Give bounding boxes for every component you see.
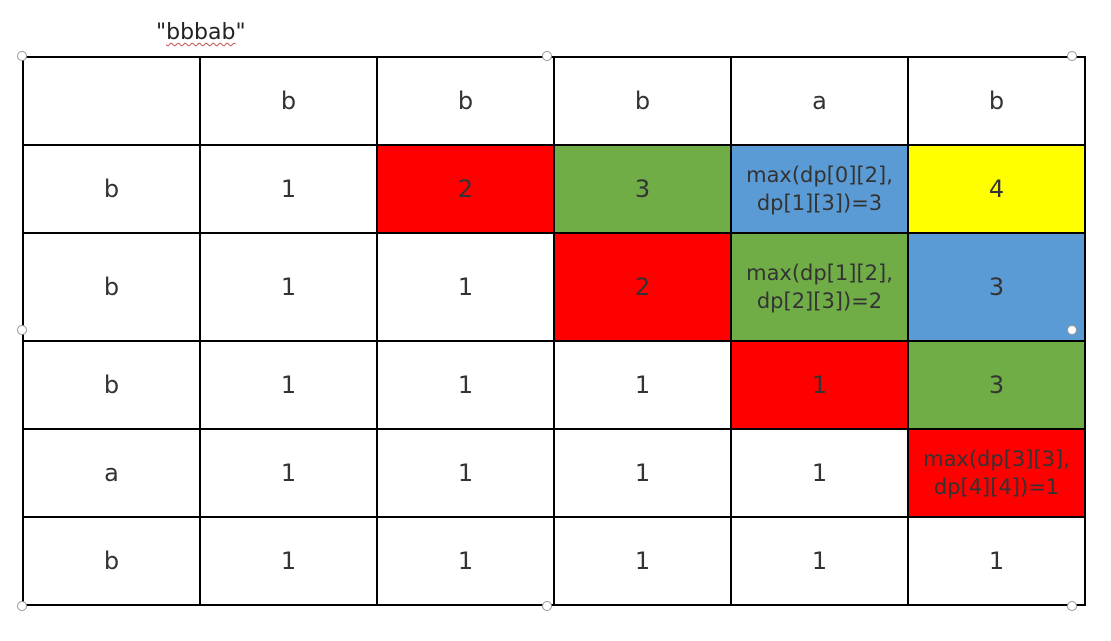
resize-handle-top-left[interactable] xyxy=(17,51,27,61)
formula-line-1: max(dp[0][2], xyxy=(746,162,893,187)
resize-handle-bottom-right[interactable] xyxy=(1067,601,1077,611)
column-header-cell: b xyxy=(553,56,732,146)
resize-handle-middle-left[interactable] xyxy=(17,325,27,335)
dp-value-cell: 1 xyxy=(376,232,555,342)
dp-value-cell: 1 xyxy=(199,232,378,342)
dp-value-cell: 1 xyxy=(199,340,378,430)
corner-cell xyxy=(22,56,201,146)
resize-handle-top-middle[interactable] xyxy=(542,51,552,61)
resize-handle-top-right[interactable] xyxy=(1067,51,1077,61)
dp-value-cell: 1 xyxy=(199,144,378,234)
dp-value-cell: 1 xyxy=(553,516,732,606)
formula-line-1: max(dp[1][2], xyxy=(746,260,893,285)
table-row: a 1 1 1 1 max(dp[3][3], dp[4][4])=1 xyxy=(22,428,1086,518)
resize-handle-bottom-middle[interactable] xyxy=(542,601,552,611)
dp-value-cell: 1 xyxy=(907,516,1086,606)
dp-value-cell: 2 xyxy=(376,144,555,234)
dp-value-cell: 1 xyxy=(376,516,555,606)
title-word: bbbab xyxy=(166,20,236,45)
dp-value-cell: 1 xyxy=(553,428,732,518)
column-header-cell: a xyxy=(730,56,909,146)
table-title: "bbbab" xyxy=(156,20,246,45)
formula-line-2: dp[2][3])=2 xyxy=(756,289,883,313)
dp-value-cell: 1 xyxy=(730,516,909,606)
row-header-cell: b xyxy=(22,340,201,430)
dp-value-cell: 3 xyxy=(907,340,1086,430)
formula-line-2: dp[4][4])=1 xyxy=(933,475,1060,499)
formula-line-2: dp[1][3])=3 xyxy=(756,191,883,215)
dp-value-cell: 1 xyxy=(199,428,378,518)
formula-line-1: max(dp[3][3], xyxy=(923,446,1070,471)
column-header-cell: b xyxy=(199,56,378,146)
formula-cell: max(dp[3][3], dp[4][4])=1 xyxy=(907,428,1086,518)
dp-value-cell: 1 xyxy=(553,340,732,430)
dp-value-cell: 1 xyxy=(376,340,555,430)
dp-value-cell: 3 xyxy=(907,232,1086,342)
table-row: b 1 1 2 max(dp[1][2], dp[2][3])=2 3 xyxy=(22,232,1086,342)
resize-handle-bottom-left[interactable] xyxy=(17,601,27,611)
table-row: b 1 2 3 max(dp[0][2], dp[1][3])=3 4 xyxy=(22,144,1086,234)
formula-cell: max(dp[1][2], dp[2][3])=2 xyxy=(730,232,909,342)
column-header-cell: b xyxy=(907,56,1086,146)
dp-value-cell: 1 xyxy=(730,428,909,518)
column-header-cell: b xyxy=(376,56,555,146)
dp-table: b b b a b b 1 2 3 max(dp[0][2], dp[1][3])=3 4 b 1 1 2 ma… xyxy=(22,56,1086,606)
dp-value-cell: 1 xyxy=(376,428,555,518)
row-header-cell: b xyxy=(22,144,201,234)
title-quote-close: " xyxy=(235,20,246,45)
dp-value-cell: 4 xyxy=(907,144,1086,234)
resize-handle-middle-right[interactable] xyxy=(1067,325,1077,335)
formula-cell: max(dp[0][2], dp[1][3])=3 xyxy=(730,144,909,234)
title-quote-open: " xyxy=(156,20,167,45)
dp-value-cell: 2 xyxy=(553,232,732,342)
row-header-cell: a xyxy=(22,428,201,518)
dp-value-cell: 1 xyxy=(199,516,378,606)
row-header-cell: b xyxy=(22,232,201,342)
dp-value-cell: 3 xyxy=(553,144,732,234)
dp-value-cell: 1 xyxy=(730,340,909,430)
row-header-cell: b xyxy=(22,516,201,606)
